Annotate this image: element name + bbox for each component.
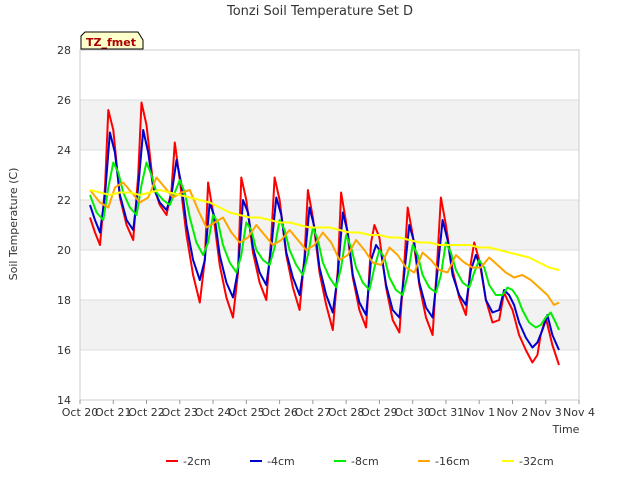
series-lines bbox=[89, 101, 560, 366]
y-tick-label: 20 bbox=[57, 244, 71, 257]
plot-band bbox=[80, 200, 579, 250]
x-tick-label: Oct 31 bbox=[428, 406, 465, 419]
plot-band bbox=[80, 350, 579, 400]
x-tick-label: Oct 20 bbox=[62, 406, 99, 419]
y-tick-label: 22 bbox=[57, 194, 71, 207]
series-line-neg32cm bbox=[89, 189, 560, 271]
x-tick-label: Oct 27 bbox=[295, 406, 332, 419]
plot-frame bbox=[79, 49, 580, 401]
plot-band bbox=[80, 250, 579, 300]
x-tick-label: Nov 4 bbox=[563, 406, 595, 419]
x-tick-label: Oct 22 bbox=[128, 406, 165, 419]
x-axis-label: Time bbox=[552, 423, 580, 436]
badge-box bbox=[80, 31, 144, 50]
x-tick-label: Oct 26 bbox=[261, 406, 298, 419]
y-tick-label: 18 bbox=[57, 294, 71, 307]
series-line-neg8cm bbox=[89, 161, 560, 331]
x-tick-label: Nov 2 bbox=[496, 406, 528, 419]
y-axis-ticks: 14 16 18 20 22 24 26 28 bbox=[57, 44, 71, 407]
x-tick-label: Oct 29 bbox=[361, 406, 398, 419]
x-tick-label: Oct 21 bbox=[95, 406, 132, 419]
x-tick-label: Nov 1 bbox=[463, 406, 495, 419]
plot-band bbox=[80, 300, 579, 350]
x-tick-label: Oct 28 bbox=[328, 406, 365, 419]
plot-band bbox=[80, 100, 579, 150]
badge-label: TZ_fmet bbox=[86, 36, 136, 49]
chart-title: Tonzi Soil Temperature Set D bbox=[226, 4, 413, 19]
x-tick-label: Oct 30 bbox=[394, 406, 431, 419]
x-tick-label: Oct 24 bbox=[195, 406, 232, 419]
y-tick-label: 16 bbox=[57, 344, 71, 357]
legend-label: -2cm bbox=[183, 455, 211, 468]
station-badge: TZ_fmet bbox=[80, 31, 144, 50]
series-line-neg4cm bbox=[89, 129, 560, 351]
y-tick-label: 28 bbox=[57, 44, 71, 57]
plot-band bbox=[80, 50, 579, 100]
legend-label: -4cm bbox=[267, 455, 295, 468]
legend-label: -32cm bbox=[519, 455, 554, 468]
x-tick-label: Nov 3 bbox=[530, 406, 562, 419]
y-tick-label: 14 bbox=[57, 394, 71, 407]
plot-background-bands bbox=[80, 50, 579, 400]
legend-label: -16cm bbox=[435, 455, 470, 468]
y-tick-label: 26 bbox=[57, 94, 71, 107]
legend-label: -8cm bbox=[351, 455, 379, 468]
y-tick-label: 24 bbox=[57, 144, 71, 157]
x-tick-label: Oct 25 bbox=[228, 406, 265, 419]
x-tick-label: Oct 23 bbox=[162, 406, 199, 419]
series-line-neg2cm bbox=[89, 101, 560, 366]
legend: -2cm -4cm -8cm -16cm -32cm bbox=[166, 455, 554, 468]
y-axis-label: Soil Temperature (C) bbox=[7, 168, 20, 281]
